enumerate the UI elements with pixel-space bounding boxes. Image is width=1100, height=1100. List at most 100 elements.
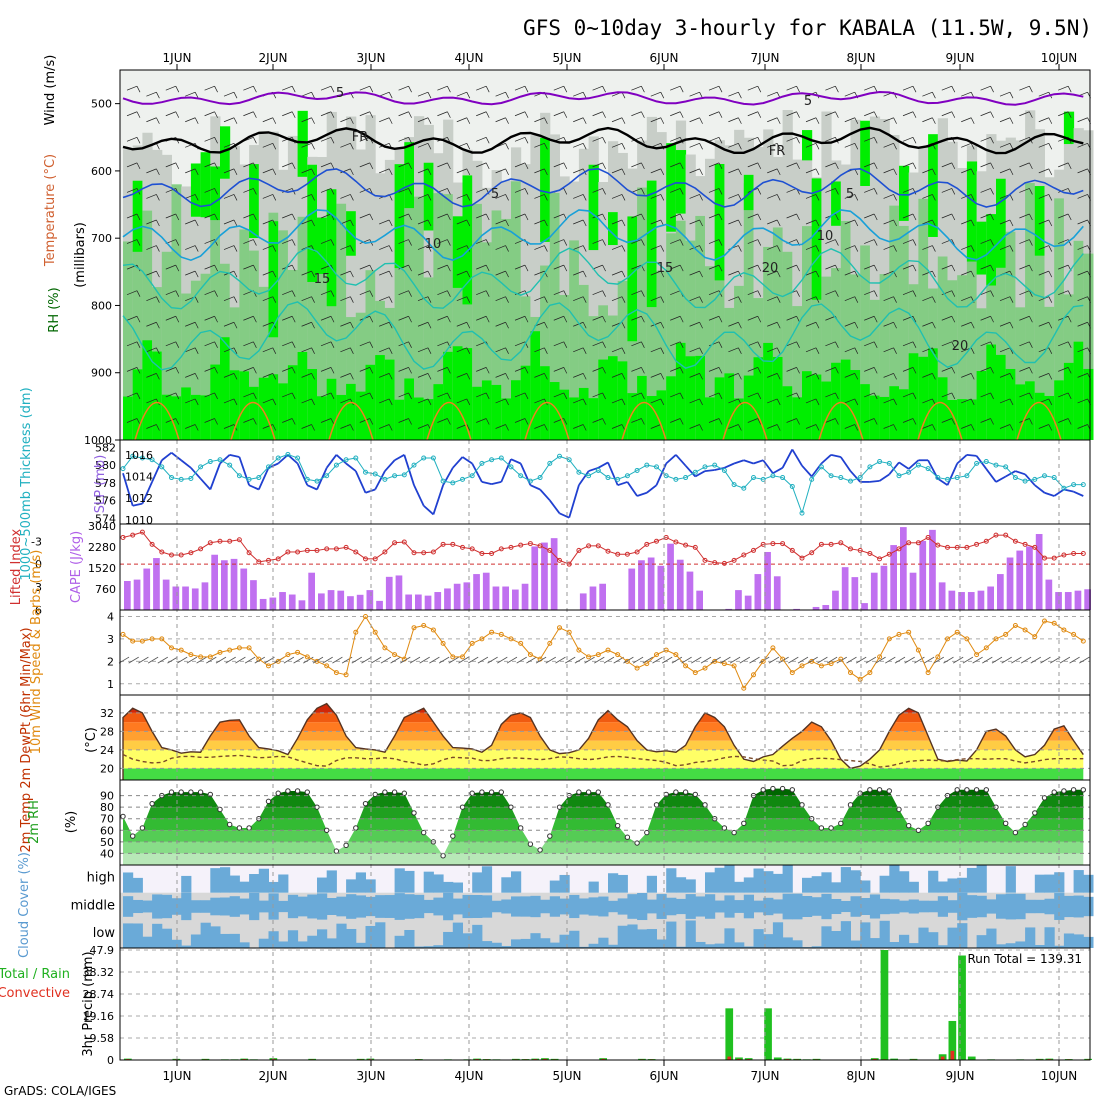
wind-point	[877, 654, 883, 660]
thickness-point	[314, 478, 320, 484]
cape-bar	[347, 596, 354, 610]
cloud-middle-cell	[1083, 896, 1094, 917]
wind-barb	[476, 264, 490, 272]
wind-barb	[301, 373, 315, 380]
cape-bar	[744, 595, 752, 610]
li-point	[159, 549, 165, 555]
wind-barb	[185, 321, 199, 329]
rh-green-patch	[899, 165, 910, 221]
wind-tick: 3	[107, 633, 114, 646]
slp-line-segment	[229, 453, 240, 458]
rh-green-patch	[811, 178, 822, 300]
cloud-high-cell	[559, 874, 570, 893]
cloud-low-cell	[908, 943, 919, 948]
li-tick: 6	[35, 604, 42, 617]
cape-bar	[415, 594, 422, 610]
thickness-point	[266, 464, 271, 470]
cape-bar	[444, 588, 451, 610]
cloud-high-cell	[239, 881, 250, 893]
cloud-high-cell	[326, 870, 337, 893]
cloud-middle-cell	[753, 900, 764, 913]
thickness-line-segment	[888, 463, 900, 477]
cloud-middle-cell	[617, 898, 628, 915]
wind-barb	[359, 418, 374, 425]
thickness-line-segment	[791, 486, 803, 514]
thickness-point	[595, 467, 601, 473]
rh-green-column	[685, 356, 696, 440]
rh-point	[644, 829, 650, 836]
wind-barb	[864, 290, 878, 297]
wind-barb	[825, 367, 839, 374]
cloud-low-cell	[685, 920, 696, 948]
wind-barb	[1058, 85, 1072, 93]
rh-green-column	[821, 381, 832, 440]
wind-barb	[340, 296, 354, 303]
rh-point	[847, 802, 854, 808]
precip-total-bar	[880, 950, 889, 1060]
cloud-low-cell	[239, 942, 250, 948]
wind-barb	[417, 398, 432, 406]
thickness-point	[1003, 464, 1009, 470]
wind-barb	[340, 424, 354, 431]
wind-barb	[282, 290, 296, 297]
rh-green-column	[1025, 381, 1036, 440]
wind-barb	[398, 290, 412, 297]
li-point	[799, 555, 805, 561]
cloud-middle-cell	[355, 895, 366, 918]
li-point	[1022, 541, 1028, 547]
wind-barb	[767, 373, 781, 380]
wind-barb	[825, 341, 839, 348]
wind-barb	[670, 188, 684, 195]
cape-bar	[735, 590, 742, 610]
rh-green-column	[889, 386, 900, 440]
precip-total-bar	[890, 1058, 898, 1060]
wind-barb	[1038, 245, 1053, 252]
wind-line-segment	[374, 631, 386, 649]
rh-mid-column	[161, 251, 172, 440]
wind-point	[440, 640, 446, 646]
slp-line-segment	[597, 461, 609, 469]
temp-band	[123, 768, 1084, 780]
precip-legend-convective: Convective	[0, 986, 70, 1001]
temp-tick: 32	[100, 707, 114, 720]
wind-barb	[864, 85, 878, 93]
rh-point	[294, 788, 301, 794]
cloud-middle-cell	[966, 895, 978, 918]
cape-bar	[318, 593, 325, 610]
cape-bar	[259, 598, 267, 610]
wind-barb-10m	[671, 656, 683, 664]
wind-barb	[728, 117, 742, 124]
rh-point	[178, 789, 184, 795]
slp-line-segment	[491, 481, 502, 485]
wind-barb	[204, 392, 218, 400]
wind-barb	[398, 213, 412, 221]
wind-barb	[922, 117, 936, 124]
rh-mid-column	[491, 210, 502, 440]
rh-point	[1051, 789, 1057, 795]
cloud-high-cell	[811, 876, 822, 893]
wind-barb	[611, 347, 626, 354]
rh-grey-column	[1063, 111, 1075, 440]
slp-line-segment	[694, 470, 706, 478]
slp-line-segment	[325, 454, 338, 469]
thickness-point	[159, 464, 165, 470]
thickness-point	[848, 478, 853, 484]
thickness-point	[731, 482, 737, 488]
wind-barb	[379, 117, 393, 124]
slp-line-segment	[714, 466, 725, 471]
cape-bar	[861, 603, 868, 610]
rh-green-column	[588, 398, 599, 440]
wind-point	[421, 622, 427, 628]
wind-barb	[1038, 194, 1053, 201]
cloud-middle-cell	[976, 895, 987, 918]
wind-barb	[999, 142, 1014, 150]
wind-barb-10m	[729, 656, 741, 664]
rh-green-column	[860, 384, 871, 440]
slp-line-segment	[665, 454, 677, 465]
wind-barb	[165, 290, 180, 297]
cloud-high-cell	[404, 870, 415, 893]
wind-barb	[456, 424, 471, 431]
li-point	[198, 546, 204, 552]
thickness-tick: 578	[95, 477, 116, 490]
